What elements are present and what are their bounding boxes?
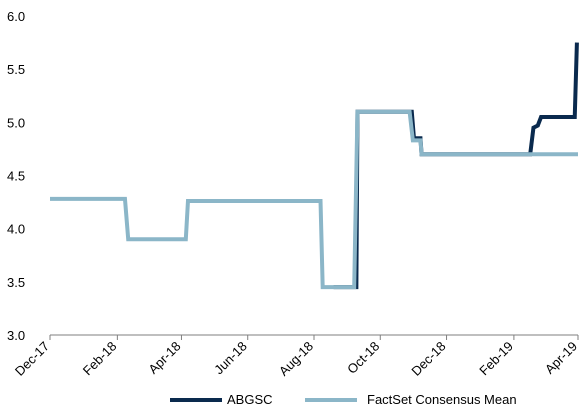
y-tick-label: 5.0 [7, 115, 25, 130]
legend-label: FactSet Consensus Mean [367, 392, 517, 407]
y-tick-label: 5.5 [7, 62, 25, 77]
x-axis-tick-labels: Dec-17 Feb-18 Apr-18 Jun-18 Aug-18 Oct-18 Dec-… [12, 339, 580, 379]
x-tick-label: Dec-17 [12, 339, 52, 379]
x-tick-label: Aug-18 [276, 339, 316, 379]
legend: ABGSC FactSet Consensus Mean [170, 392, 517, 407]
series-line-factset-consensus-mean [50, 109, 578, 290]
x-tick-label: Feb-18 [80, 339, 120, 379]
legend-label: ABGSC [227, 392, 273, 407]
y-tick-label: 3.0 [7, 328, 25, 343]
y-axis-tick-labels: 3.0 3.5 4.0 4.5 5.0 5.5 6.0 [7, 9, 25, 343]
x-tick-label: Feb-19 [476, 339, 516, 379]
y-tick-label: 4.0 [7, 222, 25, 237]
x-tick-label: Dec-18 [408, 339, 448, 379]
x-tick-label: Jun-18 [211, 339, 250, 378]
x-axis [49, 334, 579, 340]
x-tick-label: Apr-19 [542, 339, 580, 377]
x-tick-label: Oct-18 [344, 339, 382, 377]
series-lines [50, 42, 579, 290]
y-tick-label: 4.5 [7, 169, 25, 184]
y-tick-label: 6.0 [7, 9, 25, 24]
series-line-abgsc [333, 42, 579, 290]
x-tick-label: Apr-18 [145, 339, 183, 377]
y-tick-label: 3.5 [7, 275, 25, 290]
